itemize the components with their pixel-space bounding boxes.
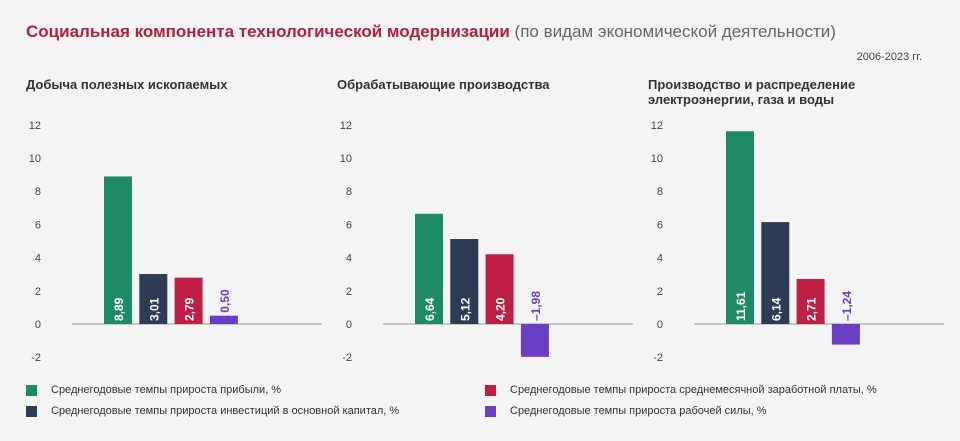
y-tick-label: 12 [340, 120, 352, 132]
y-tick-label: 4 [35, 253, 41, 265]
legend-swatch-profit [26, 384, 37, 396]
chart-title-main: Социальная компонента технологической мо… [26, 22, 510, 41]
legend-label-investment: Среднегодовые темпы прироста инвестиций … [51, 405, 400, 417]
y-tick-label: 0 [346, 319, 352, 331]
bar-investment [761, 222, 790, 324]
legend-item-wage: Среднегодовые темпы прироста среднемесяч… [485, 384, 877, 396]
panel-title-2-1: электроэнергии, газа и воды [648, 92, 834, 107]
y-tick-label: 2 [657, 286, 663, 298]
data-label: –1,98 [529, 291, 543, 321]
chart-title-sub: (по видам экономической деятельности) [509, 22, 836, 41]
bar-investment [139, 274, 168, 324]
bar-profit [104, 176, 132, 324]
y-tick-label: 12 [651, 120, 663, 132]
bar-wage [796, 279, 825, 324]
legend-label-profit: Среднегодовые темпы прироста прибыли, % [51, 384, 282, 396]
legend-label-labor: Среднегодовые темпы прироста рабочей сил… [510, 405, 767, 417]
legend-swatch-wage [485, 384, 496, 396]
y-tick-label: 6 [657, 219, 663, 231]
y-tick-label: -2 [31, 352, 41, 364]
y-tick-label: 10 [340, 153, 352, 165]
data-label: 11,61 [734, 291, 748, 321]
panel-title-2-0: Производство и распределение [648, 77, 855, 92]
y-tick-label: 2 [346, 286, 352, 298]
y-tick-label: 6 [35, 219, 41, 231]
y-tick-label: 12 [29, 120, 41, 132]
bar-profit [726, 131, 754, 324]
data-label: 0,50 [218, 289, 232, 313]
bar-wage [485, 254, 514, 324]
data-label: 5,12 [458, 297, 472, 321]
bar-labor [209, 315, 238, 324]
legend-item-profit: Среднегодовые темпы прироста прибыли, % [26, 384, 281, 396]
legend-label-wage: Среднегодовые темпы прироста среднемесяч… [510, 384, 877, 396]
data-label: 2,71 [805, 297, 819, 321]
bar-profit [415, 213, 443, 324]
y-tick-label: 0 [657, 319, 663, 331]
period-label: 2006-2023 гг. [856, 51, 922, 63]
bar-investment [450, 239, 479, 324]
y-tick-label: 8 [35, 186, 41, 198]
bar-labor [520, 324, 549, 357]
legend-item-investment: Среднегодовые темпы прироста инвестиций … [26, 405, 399, 417]
y-tick-label: 2 [35, 286, 41, 298]
data-label: 2,79 [183, 297, 197, 321]
y-tick-label: 4 [657, 253, 663, 265]
panel-title-1-0: Обрабатывающие производства [337, 77, 550, 92]
data-label: –1,24 [840, 291, 854, 321]
bar-wage [174, 277, 203, 324]
y-tick-label: 8 [657, 186, 663, 198]
data-label: 6,14 [769, 297, 783, 321]
data-label: 4,20 [494, 297, 508, 321]
y-tick-label: 8 [346, 186, 352, 198]
data-label: 8,89 [112, 297, 126, 321]
data-label: 6,64 [423, 297, 437, 321]
y-tick-label: -2 [342, 352, 352, 364]
data-label: 3,01 [147, 297, 161, 321]
y-tick-label: 10 [29, 153, 41, 165]
chart-title: Социальная компонента технологической мо… [26, 22, 836, 42]
y-tick-label: 6 [346, 219, 352, 231]
y-tick-label: 10 [651, 153, 663, 165]
y-tick-label: 0 [35, 319, 41, 331]
legend-swatch-labor [485, 405, 496, 417]
legend-item-labor: Среднегодовые темпы прироста рабочей сил… [485, 405, 767, 417]
bar-labor [831, 324, 860, 345]
y-tick-label: 4 [346, 253, 352, 265]
legend-swatch-investment [26, 405, 37, 417]
y-tick-label: -2 [653, 352, 663, 364]
panel-title-0-0: Добыча полезных ископаемых [26, 77, 228, 92]
